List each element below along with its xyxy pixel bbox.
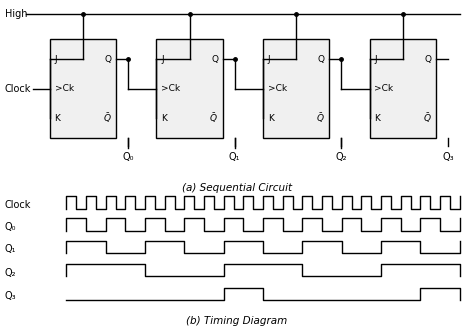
Text: J: J [268, 55, 271, 64]
Text: K: K [374, 114, 380, 123]
Bar [263, 39, 329, 138]
Bar [370, 39, 436, 138]
Text: >Ck: >Ck [268, 84, 287, 93]
Text: $\bar{Q}$: $\bar{Q}$ [103, 112, 111, 125]
Text: Q: Q [104, 55, 111, 64]
Text: High: High [5, 9, 27, 19]
Text: Q₂: Q₂ [5, 268, 16, 278]
Text: J: J [374, 55, 377, 64]
Text: Q₁: Q₁ [5, 244, 16, 254]
Text: $\bar{Q}$: $\bar{Q}$ [316, 112, 325, 125]
Text: K: K [161, 114, 167, 123]
Text: Q₃: Q₃ [5, 291, 17, 301]
Text: Q₀: Q₀ [5, 222, 16, 232]
Text: Clock: Clock [5, 84, 31, 94]
Text: Q₀: Q₀ [122, 152, 134, 162]
Text: (b) Timing Diagram: (b) Timing Diagram [186, 316, 288, 326]
Bar [50, 39, 116, 138]
Text: Q₂: Q₂ [336, 152, 347, 162]
Text: Q: Q [318, 55, 325, 64]
Text: Q₃: Q₃ [442, 152, 454, 162]
Text: Clock: Clock [5, 200, 31, 210]
Text: K: K [55, 114, 60, 123]
Text: J: J [161, 55, 164, 64]
Text: K: K [268, 114, 273, 123]
Text: >Ck: >Ck [161, 84, 180, 93]
Text: $\bar{Q}$: $\bar{Q}$ [210, 112, 218, 125]
Text: >Ck: >Ck [374, 84, 393, 93]
Bar [156, 39, 223, 138]
Text: >Ck: >Ck [55, 84, 73, 93]
Text: $\bar{Q}$: $\bar{Q}$ [423, 112, 431, 125]
Text: (a) Sequential Circuit: (a) Sequential Circuit [182, 184, 292, 193]
Text: Q: Q [424, 55, 431, 64]
Text: J: J [55, 55, 57, 64]
Text: Q₁: Q₁ [229, 152, 240, 162]
Text: Q: Q [211, 55, 218, 64]
